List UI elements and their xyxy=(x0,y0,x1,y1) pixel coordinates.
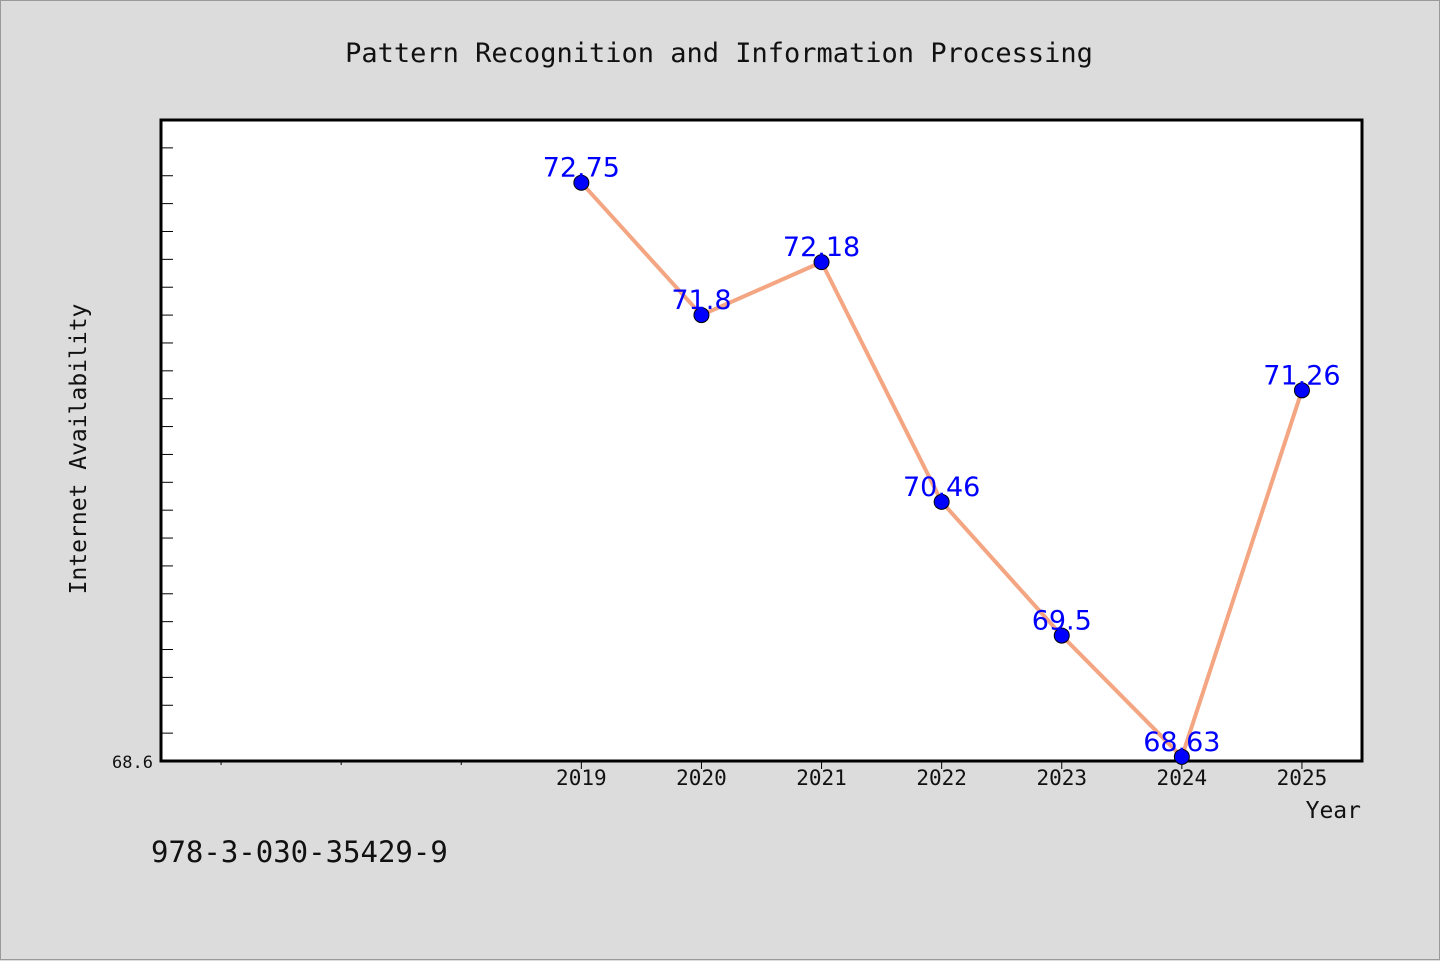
data-point xyxy=(813,254,830,271)
x-tick-label: 2023 xyxy=(1036,766,1087,790)
x-tick-labels: 2019 2020 2021 2022 2023 2024 2025 xyxy=(556,766,1327,790)
data-point xyxy=(1053,627,1070,644)
data-point xyxy=(1173,748,1190,765)
data-point xyxy=(693,307,710,324)
x-tick-label: 2020 xyxy=(676,766,727,790)
x-tick-label: 2025 xyxy=(1277,766,1328,790)
axis-ticks xyxy=(161,119,1303,769)
data-label: 68.63 xyxy=(1143,727,1220,758)
data-label: 71.26 xyxy=(1263,360,1340,391)
chart-title: Pattern Recognition and Information Proc… xyxy=(345,38,1093,69)
isbn-footer: 978-3-030-35429-9 xyxy=(151,835,448,869)
data-point xyxy=(933,493,950,510)
y-axis-label: Internet Availability xyxy=(66,304,92,595)
plot-area xyxy=(159,118,1364,763)
data-labels: 72.75 71.8 72.18 70.46 69.5 68.63 71.26 xyxy=(543,153,1341,758)
data-label: 69.5 xyxy=(1032,606,1092,637)
x-tick-label: 2019 xyxy=(556,766,607,790)
data-label: 71.8 xyxy=(671,285,731,316)
x-axis-label: Year xyxy=(1306,798,1361,824)
data-point xyxy=(573,174,590,191)
data-point xyxy=(1293,382,1310,399)
x-tick-label: 2021 xyxy=(796,766,847,790)
x-tick-label: 2024 xyxy=(1157,766,1208,790)
x-tick-label: 2022 xyxy=(916,766,967,790)
data-label: 72.18 xyxy=(783,232,860,263)
data-label: 70.46 xyxy=(903,472,980,503)
y-tick-label: 68.6 xyxy=(112,753,153,773)
data-markers xyxy=(573,174,1310,765)
data-label: 72.75 xyxy=(543,153,620,184)
